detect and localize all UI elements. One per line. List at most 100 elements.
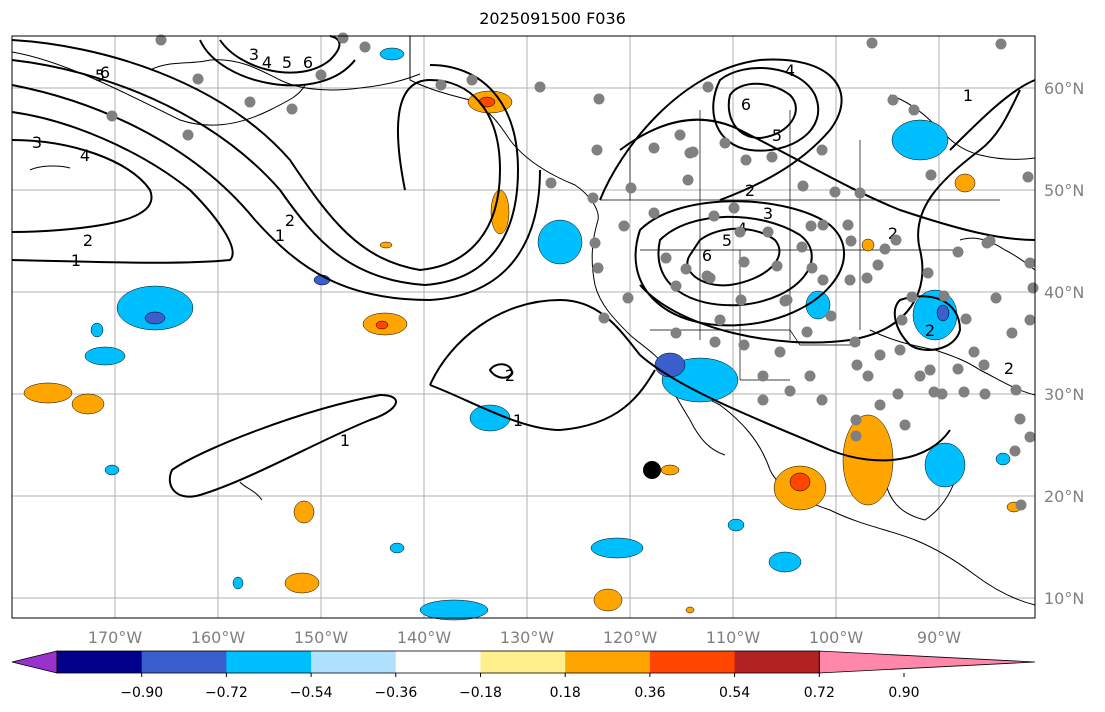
contour-label: 2 bbox=[83, 231, 93, 250]
station-dot bbox=[1024, 257, 1036, 269]
station-dot bbox=[701, 270, 713, 282]
station-dot bbox=[874, 349, 886, 361]
station-dot bbox=[968, 346, 980, 358]
station-dot bbox=[618, 220, 630, 232]
anomaly-region bbox=[144, 311, 166, 325]
longitude-labels: 170°W 160°W 150°W 140°W 130°W 120°W 110°W 100°W… bbox=[88, 628, 961, 647]
graticule bbox=[12, 36, 1035, 618]
station-dot bbox=[714, 314, 726, 326]
contour-label: 4 bbox=[80, 146, 90, 165]
station-dot bbox=[1022, 171, 1034, 183]
contour-label: 4 bbox=[262, 53, 272, 72]
anomaly-region bbox=[660, 464, 680, 476]
station-dot bbox=[779, 295, 791, 307]
anomaly-region bbox=[419, 599, 489, 621]
colorbar-tick-label: −0.90 bbox=[120, 685, 163, 701]
station-dot bbox=[359, 41, 371, 53]
station-dot bbox=[337, 32, 349, 44]
colorbar-tick-label: −0.72 bbox=[205, 685, 248, 701]
colorbar-tick-label: 0.72 bbox=[804, 685, 835, 701]
contour-label: 2 bbox=[1004, 359, 1014, 378]
colorbar-tick-labels: −0.90 −0.72 −0.54 −0.36 −0.18 0.18 0.36 0.54 0.7… bbox=[120, 673, 920, 701]
station-dot bbox=[845, 235, 857, 247]
station-dot bbox=[587, 192, 599, 204]
contour-label: 1 bbox=[963, 86, 973, 105]
station-markers bbox=[106, 32, 1039, 511]
station-dot bbox=[182, 129, 194, 141]
station-dot bbox=[816, 144, 828, 156]
longitude-label: 100°W bbox=[809, 628, 864, 647]
station-dot bbox=[774, 346, 786, 358]
anomaly-region bbox=[84, 346, 126, 366]
station-dot bbox=[680, 263, 692, 275]
station-dot bbox=[825, 310, 837, 322]
station-dot bbox=[757, 370, 769, 382]
station-dot bbox=[896, 314, 908, 326]
longitude-label: 130°W bbox=[500, 628, 555, 647]
contour-label: 2 bbox=[888, 224, 898, 243]
longitude-label: 90°W bbox=[917, 628, 961, 647]
colorbar-segment bbox=[395, 651, 481, 673]
station-dot bbox=[1024, 431, 1036, 443]
station-dot bbox=[801, 326, 813, 338]
colorbar-segment bbox=[57, 651, 143, 673]
contour-label: 2 bbox=[505, 366, 515, 385]
station-dot bbox=[592, 262, 604, 274]
colorbar-outline bbox=[56, 650, 820, 674]
station-dot bbox=[771, 260, 783, 272]
station-dot bbox=[1009, 445, 1021, 457]
station-dot bbox=[1015, 499, 1027, 511]
station-dot bbox=[702, 81, 714, 93]
station-dot bbox=[804, 370, 816, 382]
station-dot bbox=[936, 388, 948, 400]
station-dot bbox=[625, 182, 637, 194]
station-dot bbox=[734, 226, 746, 238]
station-dot bbox=[960, 313, 972, 325]
latitude-label: 30°N bbox=[1044, 385, 1084, 404]
colorbar-extend-high bbox=[818, 650, 1036, 674]
colorbar-segment bbox=[480, 651, 566, 673]
station-dot bbox=[622, 292, 634, 304]
station-dot bbox=[874, 399, 886, 411]
station-dot bbox=[862, 370, 874, 382]
station-dot bbox=[591, 144, 603, 156]
anomaly-region bbox=[768, 551, 802, 573]
station-dot bbox=[817, 219, 829, 231]
longitude-label: 110°W bbox=[706, 628, 761, 647]
anomaly-region bbox=[789, 472, 811, 492]
station-dot bbox=[738, 339, 750, 351]
contour-label: 6 bbox=[303, 53, 313, 72]
anomaly-region bbox=[389, 542, 405, 554]
station-dot bbox=[842, 219, 854, 231]
station-dot bbox=[1010, 384, 1022, 396]
anomaly-region bbox=[685, 606, 695, 614]
station-dot bbox=[981, 237, 993, 249]
longitude-label: 120°W bbox=[603, 628, 658, 647]
anomaly-region bbox=[116, 285, 194, 331]
station-dot bbox=[887, 94, 899, 106]
contour-label: 2 bbox=[285, 211, 295, 230]
chart-title: 2025091500 F036 bbox=[479, 9, 626, 28]
anomaly-region bbox=[23, 382, 73, 404]
longitude-label: 150°W bbox=[294, 628, 349, 647]
station-dot bbox=[740, 154, 752, 166]
contour-label: 5 bbox=[282, 53, 292, 72]
station-dot bbox=[979, 388, 991, 400]
colorbar-tick-label: 0.90 bbox=[888, 685, 919, 701]
contour-label: 5 bbox=[722, 231, 732, 250]
contour-label: 5 bbox=[772, 126, 782, 145]
station-dot bbox=[648, 207, 660, 219]
station-dot bbox=[762, 226, 774, 238]
station-dot bbox=[938, 290, 950, 302]
station-dot bbox=[952, 363, 964, 375]
colorbar-segment bbox=[734, 651, 820, 673]
station-dot bbox=[466, 74, 478, 86]
station-dot bbox=[738, 256, 750, 268]
station-dot bbox=[850, 414, 862, 426]
anomaly-region bbox=[936, 304, 950, 322]
station-dot bbox=[924, 364, 936, 376]
longitude-label: 140°W bbox=[397, 628, 452, 647]
colorbar-tick-label: 0.18 bbox=[550, 685, 581, 701]
station-dot bbox=[670, 327, 682, 339]
